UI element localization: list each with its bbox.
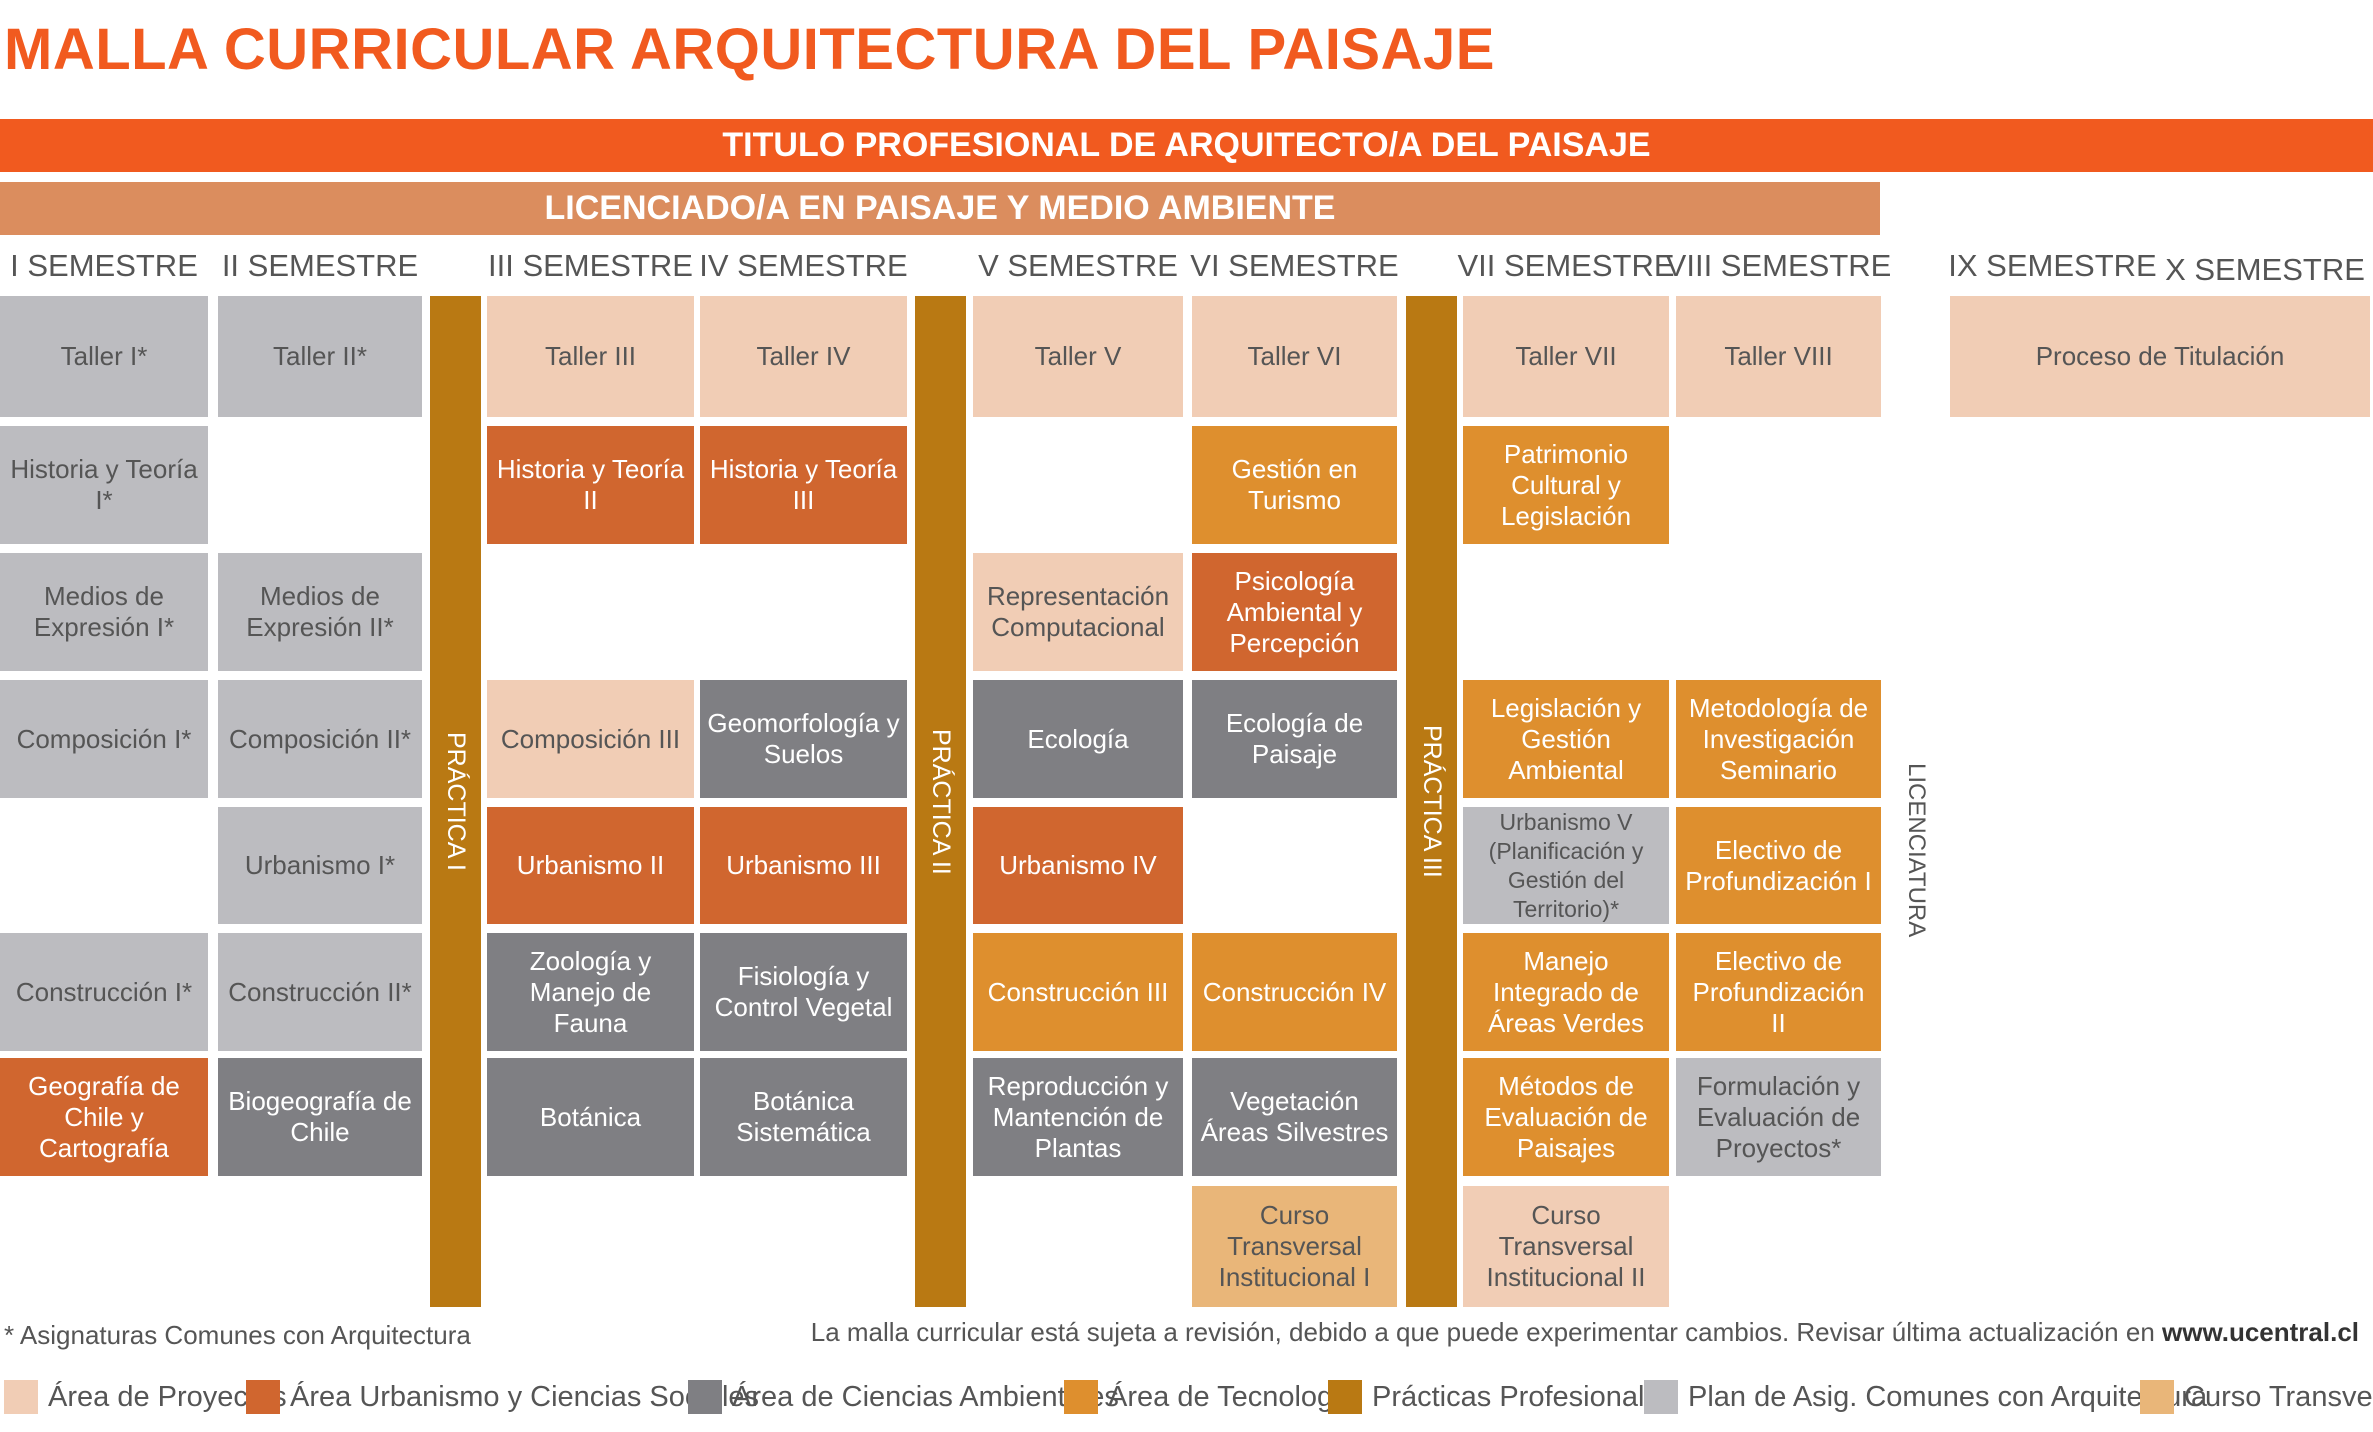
course-cell: Reproducción y Mantención de Plantas [973,1058,1183,1176]
semester-header-8: VIII SEMESTRE [1665,248,1892,283]
course-cell: Representación Computacional [973,553,1183,671]
course-cell: Medios de Expresión I* [0,553,208,671]
course-cell: Urbanismo V (Planificación y Gestión del… [1463,807,1669,924]
semester-header-9: IX SEMESTRE [1948,248,2157,283]
legend-swatch [4,1380,38,1414]
legend-swatch [246,1380,280,1414]
course-cell: Electivo de Profundización II [1676,933,1881,1051]
course-cell: Ecología de Paisaje [1192,680,1397,798]
practica-1-label: PRÁCTICA I [442,732,470,871]
course-cell: Zoología y Manejo de Fauna [487,933,694,1051]
semester-header-6: VI SEMESTRE [1190,248,1399,283]
course-cell: Curso Transversal Institucional I [1192,1186,1397,1307]
course-cell: Construcción IV [1192,933,1397,1051]
course-cell: Composición I* [0,680,208,798]
page-title: MALLA CURRICULAR ARQUITECTURA DEL PAISAJ… [4,17,1495,82]
legend-item-urbanismo: Área Urbanismo y Ciencias Sociales [246,1377,759,1417]
course-cell: Patrimonio Cultural y Legislación [1463,426,1669,544]
course-cell: Taller V [973,296,1183,417]
semester-header-7: VII SEMESTRE [1457,248,1675,283]
practica-1-bar: PRÁCTICA I [430,296,481,1307]
course-cell: Electivo de Profundización I [1676,807,1881,924]
practica-3-label: PRÁCTICA III [1418,725,1446,878]
course-cell: Urbanismo I* [218,807,422,924]
semester-header-5: V SEMESTRE [978,248,1178,283]
semester-header-1: I SEMESTRE [10,248,198,283]
legend-label: Curso Transversal [2184,1380,2373,1413]
course-cell: Psicología Ambiental y Percepción [1192,553,1397,671]
legend-item-proyectos: Área de Proyectos [4,1377,287,1417]
semester-header-4: IV SEMESTRE [699,248,908,283]
legend-label: Prácticas Profesionales [1372,1380,1676,1413]
course-cell: Fisiología y Control Vegetal [700,933,907,1051]
course-cell: Proceso de Titulación [1950,296,2370,417]
practica-2-bar: PRÁCTICA II [915,296,966,1307]
course-cell: Vegetación Áreas Silvestres [1192,1058,1397,1176]
course-cell: Gestión en Turismo [1192,426,1397,544]
legend-item-transversal: Curso Transversal [2140,1377,2373,1417]
course-cell: Urbanismo IV [973,807,1183,924]
semester-header-2: II SEMESTRE [221,248,419,283]
legend-label: Área de Ciencias Ambientales [732,1380,1119,1413]
legend-swatch [1328,1380,1362,1414]
semester-header-3: III SEMESTRE [488,248,693,283]
disclaimer-text: La malla curricular está sujeta a revisi… [810,1317,2155,1347]
course-cell: Composición III [487,680,694,798]
practica-3-bar: PRÁCTICA III [1406,296,1457,1307]
course-cell: Construcción I* [0,933,208,1051]
legend-item-ambientales: Área de Ciencias Ambientales [688,1377,1119,1417]
licenciatura-label: LICENCIATURA [1896,700,1936,1000]
legend-swatch [1064,1380,1098,1414]
legend-label: Área Urbanismo y Ciencias Sociales [290,1380,760,1413]
course-cell: Taller VI [1192,296,1397,417]
legend-item-tecnologia: Área de Tecnología [1064,1377,1357,1417]
course-cell: Geografía de Chile y Cartografía [0,1058,208,1176]
course-cell: Formulación y Evaluación de Proyectos* [1676,1058,1881,1176]
footnote: * Asignaturas Comunes con Arquitectura [4,1320,471,1350]
course-cell: Geomorfología y Suelos [700,680,907,798]
course-cell: Composición II* [218,680,422,798]
course-cell: Legislación y Gestión Ambiental [1463,680,1669,798]
course-cell: Biogeografía de Chile [218,1058,422,1176]
legend-swatch [2140,1380,2174,1414]
course-cell: Ecología [973,680,1183,798]
legend-label: Plan de Asig. Comunes con Arquitectura [1688,1380,2208,1413]
licenciatura-text: LICENCIATURA [1903,762,1930,938]
course-cell: Metodología de Investigación Seminario [1676,680,1881,798]
course-cell: Manejo Integrado de Áreas Verdes [1463,933,1669,1051]
practica-2-label: PRÁCTICA II [927,728,955,875]
course-cell: Taller VII [1463,296,1669,417]
course-cell: Urbanismo III [700,807,907,924]
titulo-profesional-bar: TITULO PROFESIONAL DE ARQUITECTO/A DEL P… [0,119,2373,172]
course-cell: Taller III [487,296,694,417]
legend-swatch [1644,1380,1678,1414]
licenciado-bar: LICENCIADO/A EN PAISAJE Y MEDIO AMBIENTE [0,182,1880,235]
disclaimer: La malla curricular está sujeta a revisi… [811,1317,2359,1348]
semester-header-10: X SEMESTRE [2165,252,2365,287]
course-cell: Urbanismo II [487,807,694,924]
legend-swatch [688,1380,722,1414]
legend-item-practicas: Prácticas Profesionales [1328,1377,1675,1417]
course-cell: Construcción II* [218,933,422,1051]
course-cell: Historia y Teoría I* [0,426,208,544]
course-cell: Curso Transversal Institucional II [1463,1186,1669,1307]
legend-label: Área de Tecnología [1108,1380,1358,1413]
legend-item-comunes: Plan de Asig. Comunes con Arquitectura [1644,1377,2207,1417]
course-cell: Medios de Expresión II* [218,553,422,671]
course-cell: Métodos de Evaluación de Paisajes [1463,1058,1669,1176]
course-cell: Taller VIII [1676,296,1881,417]
course-cell: Historia y Teoría III [700,426,907,544]
course-cell: Historia y Teoría II [487,426,694,544]
course-cell: Botánica [487,1058,694,1176]
website-link[interactable]: www.ucentral.cl [2162,1317,2359,1347]
course-cell: Taller IV [700,296,907,417]
course-cell: Taller II* [218,296,422,417]
course-cell: Construcción III [973,933,1183,1051]
course-cell: Taller I* [0,296,208,417]
course-cell: Botánica Sistemática [700,1058,907,1176]
